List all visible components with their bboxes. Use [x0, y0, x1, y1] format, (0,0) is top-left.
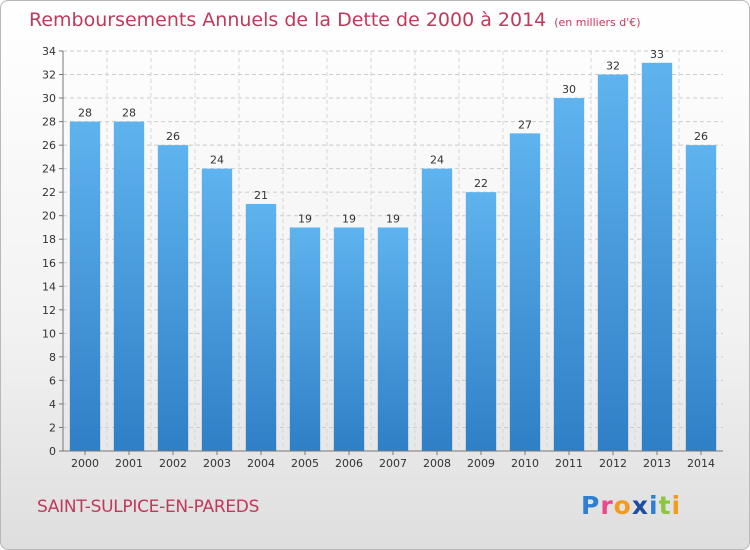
data-label: 30	[562, 83, 576, 96]
data-label: 27	[518, 118, 532, 131]
x-tick-label: 2005	[291, 457, 319, 470]
data-label: 32	[606, 60, 620, 73]
chart-title-text: Remboursements Annuels de la Dette de 20…	[29, 9, 547, 31]
bar	[157, 145, 189, 451]
bar	[201, 168, 233, 451]
bar	[245, 203, 277, 451]
data-label: 19	[386, 212, 400, 225]
y-tick-label: 18	[42, 233, 56, 246]
x-tick-label: 2003	[203, 457, 231, 470]
data-label: 26	[694, 130, 708, 143]
bar	[509, 133, 541, 451]
y-tick-label: 10	[42, 327, 56, 340]
data-label: 19	[342, 212, 356, 225]
y-tick-label: 28	[42, 116, 56, 129]
x-tick-label: 2008	[423, 457, 451, 470]
bar	[69, 121, 101, 452]
x-tick-label: 2006	[335, 457, 363, 470]
bar	[113, 121, 145, 452]
y-tick-label: 2	[49, 421, 56, 434]
data-label: 28	[122, 107, 136, 120]
data-label: 21	[254, 189, 268, 202]
bar	[641, 62, 673, 451]
y-tick-label: 34	[42, 45, 56, 58]
data-label: 24	[210, 154, 224, 167]
x-tick-label: 2000	[71, 457, 99, 470]
bar	[465, 192, 497, 452]
x-tick-label: 2012	[599, 457, 627, 470]
x-tick-label: 2014	[687, 457, 715, 470]
chart-unit: (en milliers d'€)	[554, 16, 641, 29]
y-tick-label: 14	[42, 280, 56, 293]
x-tick-label: 2011	[555, 457, 583, 470]
x-tick-label: 2002	[159, 457, 187, 470]
y-tick-label: 20	[42, 210, 56, 223]
proxiti-logo: Proxiti	[581, 491, 682, 520]
data-label: 19	[298, 212, 312, 225]
data-label: 33	[650, 48, 664, 61]
data-label: 22	[474, 177, 488, 190]
x-tick-label: 2013	[643, 457, 671, 470]
y-tick-label: 6	[49, 374, 56, 387]
city-name: SAINT-SULPICE-EN-PAREDS	[37, 497, 260, 517]
x-tick-label: 2004	[247, 457, 275, 470]
y-tick-label: 26	[42, 139, 56, 152]
x-tick-label: 2007	[379, 457, 407, 470]
x-tick-label: 2010	[511, 457, 539, 470]
chart-title: Remboursements Annuels de la Dette de 20…	[29, 9, 641, 31]
bar	[597, 74, 629, 451]
y-tick-label: 24	[42, 163, 56, 176]
bar	[377, 227, 409, 451]
data-label: 24	[430, 154, 444, 167]
data-label: 26	[166, 130, 180, 143]
y-tick-label: 12	[42, 304, 56, 317]
bar	[421, 168, 453, 451]
bar	[333, 227, 365, 451]
y-tick-label: 32	[42, 69, 56, 82]
y-tick-label: 4	[49, 398, 56, 411]
y-tick-label: 0	[49, 445, 56, 458]
y-tick-label: 8	[49, 351, 56, 364]
bar	[289, 227, 321, 451]
y-tick-label: 30	[42, 92, 56, 105]
data-label: 28	[78, 107, 92, 120]
bar	[553, 98, 585, 451]
y-tick-label: 22	[42, 186, 56, 199]
y-tick-label: 16	[42, 257, 56, 270]
x-tick-label: 2009	[467, 457, 495, 470]
x-tick-label: 2001	[115, 457, 143, 470]
bar	[685, 145, 717, 451]
